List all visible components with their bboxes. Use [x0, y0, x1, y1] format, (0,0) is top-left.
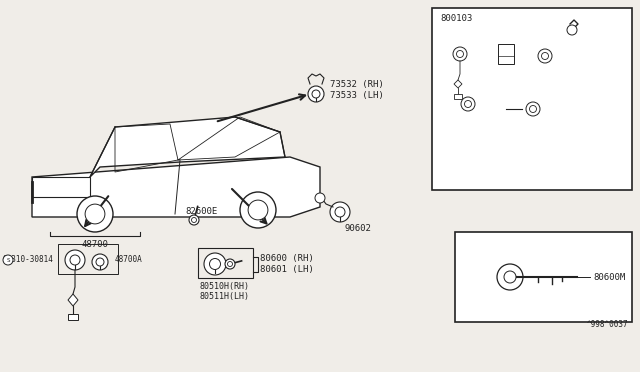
Text: 80510H(RH)
80511H(LH): 80510H(RH) 80511H(LH): [200, 282, 250, 301]
Circle shape: [3, 255, 13, 265]
Circle shape: [335, 207, 345, 217]
Bar: [432, 8, 632, 190]
Circle shape: [77, 196, 113, 232]
Circle shape: [526, 102, 540, 116]
Circle shape: [209, 259, 221, 269]
Circle shape: [191, 218, 196, 222]
Circle shape: [315, 193, 325, 203]
Circle shape: [538, 49, 552, 63]
Circle shape: [225, 259, 235, 269]
Bar: [58, 244, 118, 274]
Circle shape: [497, 264, 523, 290]
Text: 08310-30814: 08310-30814: [2, 256, 53, 264]
Text: 48700: 48700: [81, 240, 108, 249]
Circle shape: [204, 253, 226, 275]
Text: 82600E: 82600E: [185, 207, 217, 216]
Circle shape: [567, 25, 577, 35]
Text: ^998^0037: ^998^0037: [586, 320, 628, 329]
Circle shape: [453, 47, 467, 61]
Text: S: S: [6, 257, 10, 263]
Text: 80600 (RH)
80601 (LH): 80600 (RH) 80601 (LH): [260, 254, 314, 274]
Circle shape: [330, 202, 350, 222]
Circle shape: [240, 192, 276, 228]
Bar: [454, 94, 462, 99]
Circle shape: [308, 86, 324, 102]
Polygon shape: [68, 294, 78, 306]
Text: 90602: 90602: [345, 224, 372, 233]
Text: 80600M: 80600M: [593, 273, 625, 282]
Text: 48700A: 48700A: [115, 256, 143, 264]
Circle shape: [92, 254, 108, 270]
Circle shape: [85, 204, 105, 224]
Circle shape: [189, 215, 199, 225]
Circle shape: [312, 90, 320, 98]
Circle shape: [504, 271, 516, 283]
Circle shape: [456, 51, 463, 58]
Bar: [498, 44, 514, 64]
Circle shape: [248, 200, 268, 220]
Bar: [68, 314, 78, 320]
Circle shape: [96, 258, 104, 266]
Polygon shape: [454, 80, 462, 88]
Circle shape: [65, 250, 85, 270]
Circle shape: [461, 97, 475, 111]
Polygon shape: [32, 157, 320, 217]
Circle shape: [70, 255, 80, 265]
Text: 800103: 800103: [440, 14, 472, 23]
Circle shape: [529, 106, 536, 112]
Text: 73532 (RH)
73533 (LH): 73532 (RH) 73533 (LH): [330, 80, 384, 100]
Bar: [198, 248, 253, 278]
Bar: [455, 232, 632, 322]
Circle shape: [465, 100, 472, 108]
Polygon shape: [32, 177, 90, 197]
Circle shape: [227, 262, 232, 266]
Polygon shape: [90, 117, 285, 177]
Circle shape: [541, 52, 548, 60]
